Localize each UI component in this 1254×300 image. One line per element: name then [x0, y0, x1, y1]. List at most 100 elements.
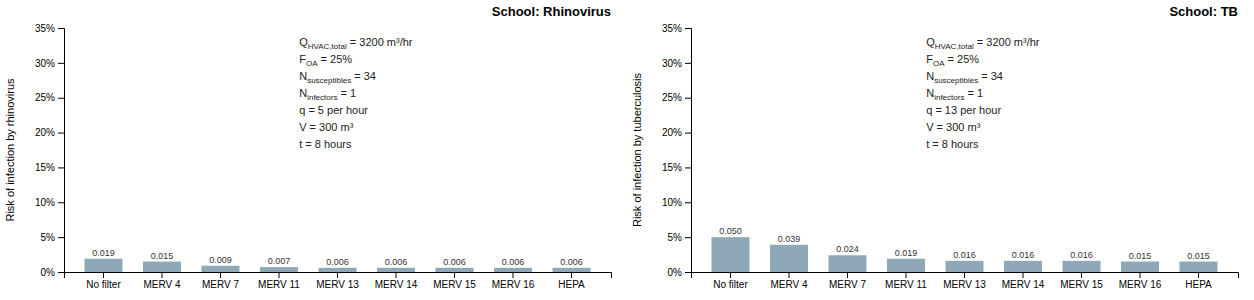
- bar: [1062, 261, 1100, 272]
- y-axis: 0% 5% 10% 15% 20% 25% 30% 35%: [662, 23, 692, 278]
- bar: [143, 262, 181, 272]
- y-tick-label: 30%: [35, 58, 55, 69]
- chart-title: School: Rhinovirus: [492, 4, 611, 19]
- annotation: QHVAC,total = 3200 m³/hr: [926, 36, 1040, 51]
- y-axis-line: [685, 29, 692, 273]
- y-tick-label: 35%: [35, 23, 55, 34]
- annotation-text: V = 300 m³: [926, 121, 980, 133]
- y-tick-mark: [685, 28, 691, 29]
- bar: [1121, 262, 1159, 272]
- data-label: 0.015: [1129, 251, 1152, 261]
- x-axis: No filter MERV 4 MERV 7 MERV 11 MERV 13 MERV …: [65, 272, 612, 290]
- y-tick-label: 30%: [662, 58, 682, 69]
- x-tick-label: MERV 7: [202, 279, 239, 290]
- annotation: t = 8 hours: [299, 138, 352, 150]
- x-tick-mark: [964, 272, 965, 278]
- panel: 0%5%10%15%20%25%30%35%No filterMERV 4MER…: [631, 4, 1239, 290]
- data-label: 0.006: [326, 257, 349, 267]
- x-tick: No filter: [86, 272, 121, 290]
- y-tick: 25%: [35, 92, 64, 103]
- bar: [260, 267, 298, 272]
- y-tick-label: 20%: [35, 127, 55, 138]
- x-tick-mark: [278, 272, 279, 278]
- y-tick-mark: [685, 237, 691, 238]
- annotation: t = 8 hours: [926, 138, 979, 150]
- y-tick: 25%: [662, 92, 691, 103]
- y-tick-label: 10%: [662, 197, 682, 208]
- annotation: q = 13 per hour: [926, 104, 1001, 116]
- y-tick: 20%: [35, 127, 64, 138]
- x-tick: MERV 16: [1119, 272, 1162, 290]
- y-tick-mark: [58, 28, 64, 29]
- data-label: 0.016: [953, 250, 976, 260]
- y-tick-mark: [685, 167, 691, 168]
- annotation-text: = 3200 m³/hr: [974, 36, 1040, 48]
- annotation-text: q = 13 per hour: [926, 104, 1001, 116]
- x-tick: MERV 16: [492, 272, 535, 290]
- y-tick-label: 15%: [662, 162, 682, 173]
- y-tick-label: 5%: [668, 232, 683, 243]
- y-tick: 5%: [668, 232, 691, 243]
- bar: [435, 268, 473, 272]
- data-label: 0.006: [560, 257, 583, 267]
- y-tick: 20%: [662, 127, 691, 138]
- y-tick: 35%: [35, 23, 64, 34]
- annotation-symbol: N: [926, 70, 934, 82]
- x-tick: MERV 4: [143, 272, 180, 290]
- x-tick: MERV 14: [1002, 272, 1045, 290]
- y-axis-line: [58, 29, 65, 273]
- x-tick: MERV 13: [943, 272, 986, 290]
- y-tick-mark: [58, 272, 64, 273]
- x-tick-label: MERV 15: [433, 279, 476, 290]
- y-tick-label: 0%: [668, 267, 683, 278]
- y-tick-mark: [685, 63, 691, 64]
- annotation: V = 300 m³: [299, 121, 353, 133]
- x-tick: HEPA: [558, 272, 585, 290]
- x-tick-mark: [1081, 272, 1082, 278]
- y-tick-label: 35%: [662, 23, 682, 34]
- x-tick: MERV 11: [258, 272, 300, 290]
- x-axis: No filterMERV 4MERV 7MERV 11MERV 13MERV …: [692, 272, 1239, 290]
- y-tick-label: 5%: [41, 232, 56, 243]
- bar: [945, 261, 983, 272]
- x-tick-mark: [513, 272, 514, 278]
- annotation-subscript: OA: [933, 59, 945, 68]
- x-tick-mark: [220, 272, 221, 278]
- annotation: Ninfectors = 1: [926, 87, 983, 102]
- y-tick: 10%: [35, 197, 64, 208]
- data-label: 0.016: [1070, 250, 1093, 260]
- y-tick: 30%: [662, 58, 691, 69]
- annotation-text: = 34: [978, 70, 1003, 82]
- x-tick-mark: [1140, 272, 1141, 278]
- data-label: 0.019: [92, 248, 115, 258]
- y-tick-mark: [58, 202, 64, 203]
- annotation-symbol: N: [926, 87, 934, 99]
- annotation-text: t = 8 hours: [926, 138, 979, 150]
- x-tick: MERV 13: [316, 272, 359, 290]
- annotation-text: = 34: [351, 70, 376, 82]
- annotation-symbol: N: [299, 87, 307, 99]
- y-tick-label: 10%: [35, 197, 55, 208]
- bar: [494, 268, 532, 272]
- annotation-text: = 25%: [945, 53, 980, 65]
- y-tick-mark: [685, 133, 691, 134]
- x-tick-label: MERV 11: [885, 279, 927, 290]
- data-label: 0.039: [778, 234, 801, 244]
- x-tick-label: MERV 15: [1060, 279, 1103, 290]
- y-tick: 10%: [662, 197, 691, 208]
- y-tick: 15%: [662, 162, 691, 173]
- annotation: q = 5 per hour: [299, 104, 368, 116]
- annotations: QHVAC,total = 3200 m³/hrFOA = 25%Nsuscep…: [926, 36, 1040, 150]
- x-tick: MERV 11: [885, 272, 927, 290]
- y-tick-label: 20%: [662, 127, 682, 138]
- annotation: FOA = 25%: [299, 53, 352, 68]
- panel: 0%5%10%15%20%25%30%35%No filterMERV 4MER…: [4, 4, 612, 290]
- bar: [377, 268, 415, 272]
- bar: [201, 266, 239, 272]
- x-tick-label: HEPA: [1185, 279, 1212, 290]
- annotation-text: V = 300 m³: [299, 121, 353, 133]
- x-tick: MERV 14: [375, 272, 418, 290]
- x-tick-mark: [788, 272, 789, 278]
- x-tick-mark: [571, 272, 572, 278]
- x-axis-line: [65, 273, 612, 279]
